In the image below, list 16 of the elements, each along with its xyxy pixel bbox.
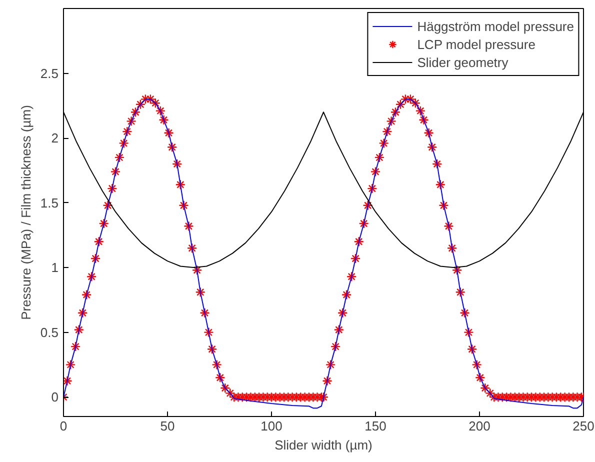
y-tick-label: 0.5 [40,324,59,340]
x-tick-label: 100 [260,418,282,434]
legend-label: LCP model pressure [417,36,536,53]
y-axis-title: Pressure (MPa) / Film thickness (µm) [18,105,34,320]
y-tick-label: 0 [51,390,59,405]
x-tick-label: 50 [160,418,175,434]
legend-label: Slider geometry [417,54,508,71]
y-tick-label: 1 [51,260,59,276]
legend-label: Häggström model pressure [417,18,574,35]
y-tick-label: 1.5 [40,195,59,210]
x-axis-title: Slider width (µm) [274,438,372,452]
x-tick-label: 250 [572,418,594,434]
x-tick-label: 200 [468,418,490,434]
y-tick-label: 2 [51,130,59,146]
y-tick-label: 2.5 [40,66,59,81]
x-tick-label: 150 [364,418,386,434]
